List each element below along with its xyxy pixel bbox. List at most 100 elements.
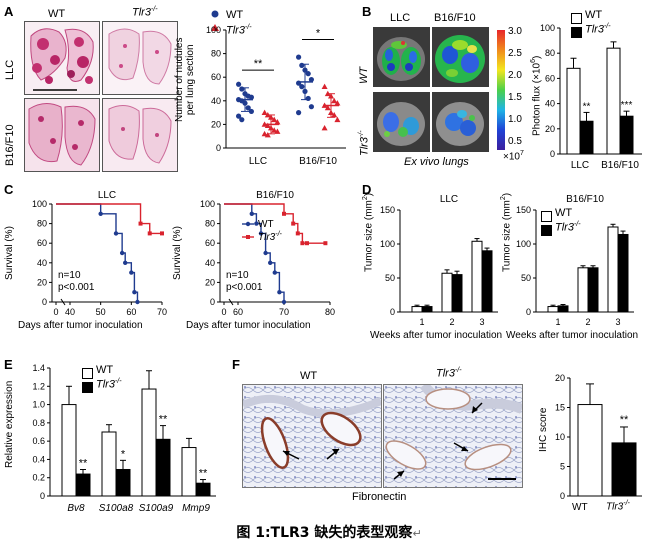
panel-e-xtick-label: Mmp9 — [182, 503, 210, 514]
figure-caption: 图 1:TLR3 缺失的表型观察↵ — [236, 525, 422, 541]
panel-e-bar-ko — [75, 473, 91, 497]
panel-c-b16-censor-wt — [254, 221, 259, 226]
panel-a-legend-wt: WT — [226, 9, 244, 21]
panel-e-sig-label: * — [121, 448, 126, 460]
panel-a-point-ko — [264, 122, 271, 128]
panel-a-point-wt — [239, 86, 245, 92]
panel-c-b16-xtick-label: 0 — [221, 307, 226, 317]
panel-c-b16-censor-wt — [277, 290, 282, 295]
ivis-lung-wt-b16 — [432, 27, 489, 87]
panel-c-llc-ytick-label: 80 — [37, 219, 47, 229]
panel-a-point-wt — [248, 108, 254, 115]
panel-c-b16-ytick-label: 20 — [205, 277, 215, 287]
panel-a-ytick-label: 0 — [216, 143, 221, 153]
panel-e-bar-wt — [101, 431, 117, 497]
panel-d-tumor-llc: 0 50 100 150 LLC Weeks after tumor inoculatio… — [370, 194, 502, 341]
panel-b-col-b16: B16/F10 — [434, 12, 476, 24]
panel-f-col-wt: WT — [300, 370, 318, 382]
panel-c-b16-xtick-label: 80 — [325, 307, 335, 317]
panel-a-point-wt — [296, 110, 302, 116]
panel-a-point-wt — [299, 84, 305, 90]
panel-e-sig-label: ** — [79, 457, 88, 469]
panel-e-ytick-label: 1.0 — [32, 400, 45, 410]
panel-c-letter: C — [4, 182, 14, 197]
panel-c-llc-ytick-label: 0 — [42, 297, 47, 307]
panel-e-bar-chart: 0 0.2 0.4 0.6 0.8 1.0 1.2 1.4 Bv8 S100a8 S100a9 Mmp… — [32, 363, 216, 514]
panel-c-llc-xtick-label: 50 — [96, 307, 106, 317]
panel-d-b16-bar-ko — [557, 305, 569, 313]
panel-a-sig-label: * — [316, 27, 321, 39]
panel-a-point-wt — [308, 104, 314, 110]
panel-f-bar-chart: 0 5 10 15 20 ** — [555, 373, 642, 501]
panel-c-b16-n-label: n=10 — [226, 270, 249, 281]
he-lung-wt-b16 — [24, 98, 100, 172]
panel-c-llc-censor-wt — [119, 250, 125, 256]
panel-c-b16-legend-ko: Tlr3-/- — [258, 231, 283, 243]
panel-a-point-wt — [296, 54, 302, 60]
ivis-lung-ko-llc — [373, 92, 430, 152]
panel-d-llc-bar-wt — [411, 306, 423, 313]
panel-c-b16-ytick-label: 0 — [210, 297, 215, 307]
panel-a-point-ko — [264, 132, 271, 138]
panel-c-b16-censor-ko — [282, 211, 286, 216]
panel-a-point-wt — [239, 117, 245, 123]
panel-d-llc-bar-ko — [481, 250, 493, 313]
colorbar-tick-label: 2.0 — [508, 70, 522, 81]
panel-f-col-ko: Tlr3-/- — [436, 367, 462, 380]
panel-c-b16-censor-wt — [272, 270, 277, 275]
panel-d-b16-ytick-label: 50 — [521, 273, 531, 283]
panel-d-b16-bar-ko — [617, 233, 629, 313]
ivis-lung-ko-b16 — [432, 92, 489, 152]
panel-d-llc-ytick-label: 0 — [390, 307, 395, 317]
colorbar-tick-label: 1.0 — [508, 114, 522, 125]
panel-a-ytick-label: 60 — [211, 72, 221, 82]
panel-c-llc-curve-wt — [56, 203, 139, 302]
panel-d-b16-xlabel: Weeks after tumor inoculation — [506, 330, 638, 341]
panel-b-bar-wt — [606, 47, 621, 155]
panel-d-b16-xtick-label: 3 — [615, 317, 620, 327]
panel-a-point-ko — [274, 119, 281, 125]
panel-b-ytick-label: 0 — [550, 149, 555, 159]
panel-d-llc-bar-ko — [421, 306, 433, 313]
panel-d-b16-ytick-label: 0 — [526, 307, 531, 317]
panel-a-ytick-label: 40 — [211, 96, 221, 106]
panel-c-b16-censor-wt — [249, 211, 254, 216]
panel-d-b16-ytick-label: 150 — [516, 205, 531, 215]
panel-f-ytick-label: 15 — [555, 403, 565, 413]
colorbar-tick-label: 2.5 — [508, 48, 522, 59]
panel-a-sig-label: ** — [254, 58, 263, 70]
panel-d-tumor-b16: 0 50 100 150 B16/F10 Weeks after tumor inocul… — [506, 194, 638, 341]
panel-f-ytick-label: 5 — [560, 462, 565, 472]
panel-f-ytick-label: 20 — [555, 373, 565, 383]
panel-b-ytick-label: 80 — [545, 48, 555, 58]
panel-b-letter: B — [362, 4, 372, 19]
panel-a-point-ko — [331, 111, 338, 118]
panel-c-b16-title: B16/F10 — [256, 190, 294, 201]
panel-d-llc-xtick-label: 1 — [419, 317, 424, 327]
panel-f-ytick-label: 10 — [555, 432, 565, 442]
panel-a-legend-markers — [211, 10, 219, 31]
panel-c-b16-xtick-label: 60 — [233, 307, 243, 317]
panel-b-legend-wt-swatch — [571, 13, 582, 24]
panel-e-bar-wt — [61, 404, 77, 497]
panel-c-b16-xtick-label: 70 — [279, 307, 289, 317]
panel-e-legend-ko-swatch — [82, 382, 93, 393]
ivis-colorbar — [497, 30, 505, 150]
panel-d-b16-xtick-label: 2 — [585, 317, 590, 327]
panel-b-ytick-label: 100 — [540, 23, 555, 33]
colorbar-tick-label: 1.5 — [508, 92, 522, 103]
panel-a-point-ko — [271, 127, 278, 133]
panel-a-point-ko — [261, 109, 268, 115]
panel-c-b16-censor-ko — [291, 221, 296, 226]
panel-e-ytick-label: 0 — [40, 491, 45, 501]
panel-c-b16-ytick-label: 40 — [205, 258, 215, 268]
panel-a-point-ko — [334, 100, 341, 106]
panel-c-llc-ytick-label: 60 — [37, 238, 47, 248]
panel-c-llc-ytick-label: 20 — [37, 277, 47, 287]
panel-c-llc-censor-ko — [160, 231, 164, 236]
panel-a-point-wt — [236, 81, 242, 87]
panel-a-point-ko — [324, 104, 331, 111]
panel-d-llc-xlabel: Weeks after tumor inoculation — [370, 330, 502, 341]
